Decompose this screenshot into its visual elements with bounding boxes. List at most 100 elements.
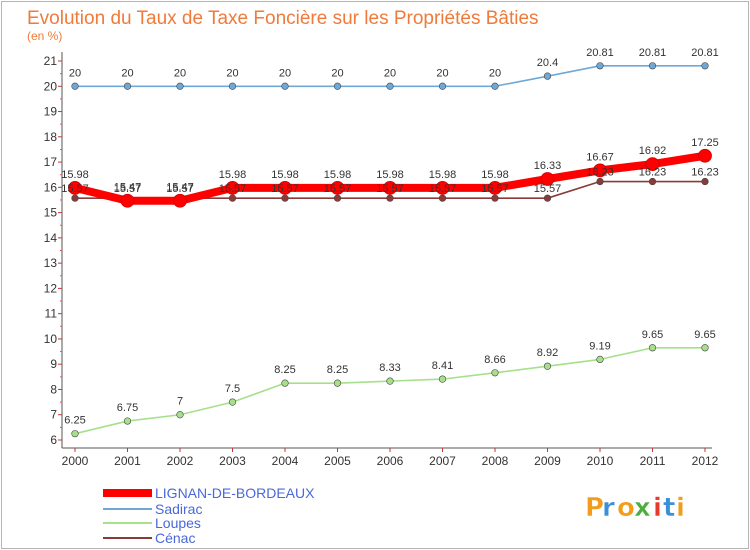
data-point-3-7 — [438, 194, 447, 202]
legend-label-0: LIGNAN-DE-BORDEAUX — [155, 485, 315, 501]
data-point-2-3 — [228, 398, 237, 406]
data-point-2-2 — [176, 411, 184, 419]
logo-letter: P — [585, 493, 604, 523]
data-point-1-6 — [386, 82, 394, 90]
data-label-0-5: 15.98 — [324, 169, 352, 181]
chart-title: Evolution du Taux de Taxe Foncière sur l… — [27, 8, 539, 29]
data-point-0-10 — [593, 163, 607, 178]
logo-letter: x — [634, 493, 651, 523]
data-point-0-11 — [645, 157, 660, 171]
series-layer — [68, 62, 712, 438]
data-label-2-5: 8.25 — [327, 364, 348, 376]
data-label-0-7: 15.98 — [429, 169, 457, 181]
data-point-3-9 — [543, 194, 552, 202]
data-label-1-2: 20 — [174, 67, 186, 79]
data-point-0-3 — [225, 180, 240, 195]
data-point-2-11 — [648, 344, 657, 352]
x-tick-label: 2002 — [167, 454, 194, 468]
data-point-2-7 — [438, 375, 447, 383]
data-label-1-1: 20 — [121, 67, 133, 79]
data-label-2-6: 8.33 — [379, 362, 400, 374]
data-point-1-9 — [543, 72, 552, 80]
data-point-1-4 — [281, 82, 289, 90]
data-point-3-8 — [491, 194, 499, 202]
legend-label-1: Sadirac — [155, 501, 202, 517]
data-label-3-0: 15.57 — [61, 183, 89, 195]
y-tick-label: 8 — [50, 382, 57, 396]
data-point-2-4 — [281, 379, 289, 387]
y-tick-label: 6 — [50, 433, 57, 447]
data-label-1-6: 20 — [384, 67, 396, 79]
data-label-3-6: 15.57 — [376, 183, 404, 195]
data-label-2-7: 8.41 — [432, 360, 453, 372]
data-label-0-12: 17.25 — [691, 137, 719, 149]
data-label-1-0: 20 — [69, 67, 81, 79]
data-label-2-8: 8.66 — [484, 354, 505, 366]
data-label-2-10: 9.19 — [589, 340, 610, 352]
y-tick-label: 19 — [44, 105, 58, 119]
y-tick-label: 9 — [50, 357, 57, 371]
data-label-0-4: 15.98 — [271, 169, 299, 181]
y-tick-label: 17 — [44, 155, 58, 169]
data-label-0-8: 15.98 — [481, 169, 509, 181]
data-point-2-6 — [386, 377, 394, 385]
data-label-1-3: 20 — [226, 67, 238, 79]
data-point-0-6 — [383, 180, 397, 195]
x-tick-label: 2007 — [429, 454, 456, 468]
data-label-3-5: 15.57 — [324, 183, 352, 195]
data-label-3-10: 16.23 — [586, 167, 614, 179]
data-point-3-0 — [71, 194, 79, 202]
data-label-1-10: 20.81 — [586, 47, 614, 59]
data-point-3-11 — [648, 177, 657, 186]
data-point-1-5 — [333, 82, 342, 90]
data-point-1-12 — [701, 62, 709, 70]
data-point-0-4 — [278, 180, 292, 195]
data-point-0-12 — [698, 148, 712, 163]
data-label-1-5: 20 — [331, 67, 343, 79]
y-tick-label: 18 — [44, 130, 58, 144]
data-point-0-1 — [120, 193, 135, 208]
logo-letter: i — [676, 493, 685, 523]
data-point-2-9 — [543, 362, 552, 370]
data-label-2-1: 6.75 — [117, 402, 138, 414]
data-label-2-4: 8.25 — [274, 364, 295, 376]
x-tick-label: 2009 — [534, 454, 561, 468]
data-label-1-12: 20.81 — [691, 47, 719, 59]
legend-label-2: Loupes — [155, 515, 201, 531]
data-label-1-4: 20 — [279, 67, 291, 79]
logo-letter: t — [663, 493, 675, 523]
data-point-3-4 — [281, 194, 289, 202]
proxiti-logo: Pr o x i t i — [585, 493, 685, 524]
data-point-1-10 — [596, 62, 604, 70]
y-tick-label: 12 — [44, 281, 58, 295]
x-tick-label: 2001 — [114, 454, 141, 468]
data-label-1-8: 20 — [489, 67, 501, 79]
data-label-0-2: 15.47 — [166, 182, 194, 194]
data-label-1-7: 20 — [436, 67, 448, 79]
y-tick-label: 21 — [44, 54, 58, 68]
data-point-0-8 — [488, 180, 502, 195]
logo-letter: o — [617, 493, 635, 523]
x-tick-label: 2006 — [377, 454, 404, 468]
data-point-0-2 — [173, 193, 187, 208]
data-point-0-9 — [540, 172, 555, 186]
y-tick-label: 11 — [45, 307, 58, 321]
data-point-1-3 — [228, 82, 237, 90]
data-label-3-3: 15.57 — [219, 183, 247, 195]
y-tick-label: 16 — [44, 180, 58, 194]
data-label-3-4: 15.57 — [271, 183, 299, 195]
y-tick-label: 13 — [44, 256, 58, 270]
data-label-0-1: 15.47 — [114, 182, 142, 194]
data-point-1-7 — [438, 82, 447, 90]
data-label-1-9: 20.4 — [537, 57, 558, 69]
data-point-3-3 — [228, 194, 237, 202]
data-label-0-3: 15.98 — [219, 169, 247, 181]
data-point-2-12 — [701, 344, 709, 352]
data-label-3-9: 15.57 — [534, 183, 562, 195]
data-label-2-3: 7.5 — [225, 383, 240, 395]
x-tick-label: 2003 — [219, 454, 246, 468]
y-tick-label: 15 — [44, 206, 58, 220]
